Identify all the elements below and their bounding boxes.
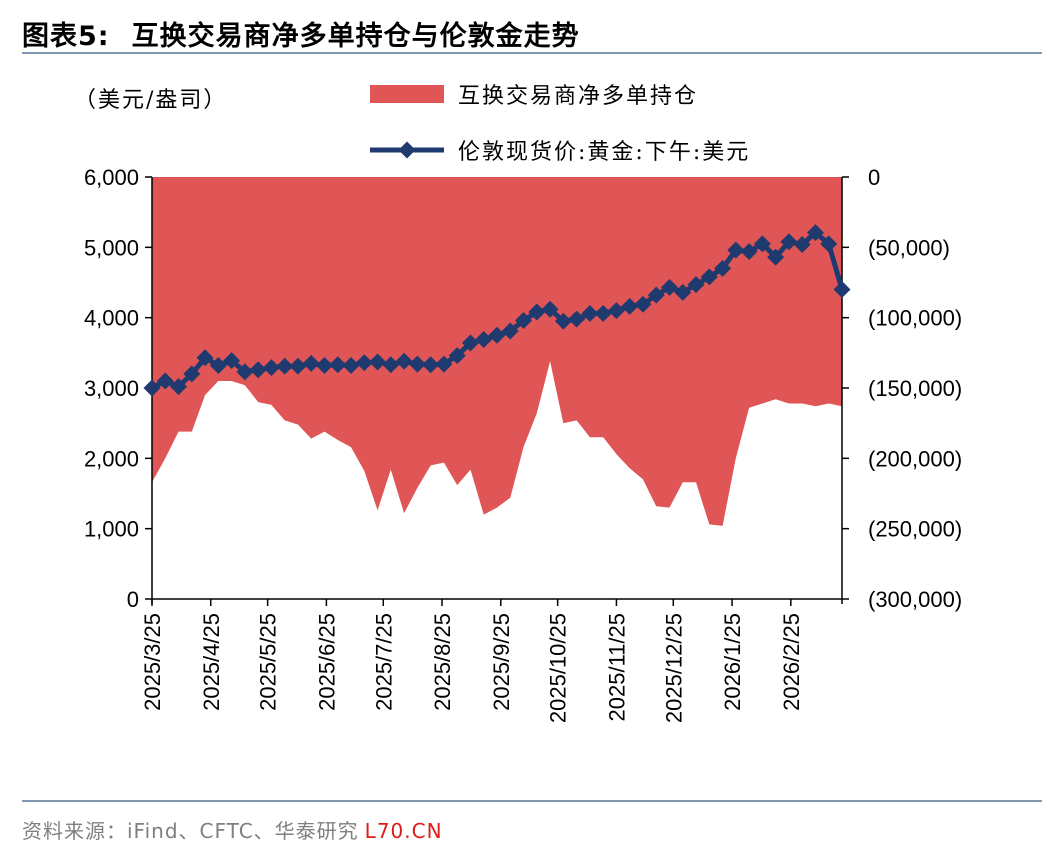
line-point-marker	[833, 281, 851, 299]
line-point-marker	[727, 241, 745, 259]
line-point-marker	[395, 352, 413, 370]
y-right-tick-label: (150,000)	[868, 376, 962, 401]
source-note: 资料来源：iFind、CFTC、华泰研究 L70.CN	[22, 815, 443, 844]
line-point-marker	[461, 334, 479, 352]
y-left-tick-label: 6,000	[84, 165, 139, 190]
legend-line-label: 伦敦现货价:黄金:下午:美元	[458, 140, 751, 165]
line-point-marker	[329, 356, 347, 374]
y-left-tick-label: 4,000	[84, 306, 139, 331]
line-point-marker	[793, 236, 811, 254]
legend-item-line: 伦敦现货价:黄金:下午:美元	[370, 134, 750, 166]
x-tick-label: 2025/5/25	[256, 613, 281, 711]
y-left-tick-label: 2,000	[84, 446, 139, 471]
y-left-tick-label: 0	[127, 587, 139, 612]
x-tick-label: 2025/11/25	[604, 613, 629, 721]
x-tick-label: 2025/10/25	[546, 613, 571, 723]
footer-divider	[22, 800, 1042, 802]
line-point-marker	[568, 310, 586, 328]
line-point-marker	[422, 356, 440, 374]
left-axis-unit: （美元/盎司）	[74, 88, 228, 113]
legend-line-swatch	[370, 140, 444, 160]
legend-area-label: 互换交易商净多单持仓	[458, 84, 699, 109]
line-point-marker	[714, 259, 732, 277]
x-tick-label: 2025/7/25	[371, 613, 396, 711]
line-point-marker	[355, 354, 373, 372]
line-point-marker	[767, 248, 785, 266]
line-point-marker	[687, 276, 705, 294]
line-point-marker	[249, 361, 267, 379]
line-point-marker	[674, 283, 692, 301]
line-point-marker	[369, 353, 387, 371]
x-tick-label: 2025/8/25	[430, 613, 455, 711]
x-tick-label: 2025/12/25	[661, 613, 686, 723]
line-point-marker	[634, 295, 652, 313]
line-point-marker	[276, 357, 294, 375]
line-point-marker	[501, 322, 519, 340]
line-point-marker	[607, 302, 625, 320]
chart-title: 图表5: 互换交易商净多单持仓与伦敦金走势	[22, 14, 580, 53]
y-right-tick-label: (300,000)	[868, 587, 962, 612]
line-point-marker	[408, 355, 426, 373]
line-point-marker	[236, 363, 254, 381]
line-point-marker	[528, 303, 546, 321]
y-left-tick-label: 1,000	[84, 517, 139, 542]
line-point-marker	[342, 357, 360, 374]
y-left-tick-label: 3,000	[84, 376, 139, 401]
line-point-marker	[541, 300, 559, 318]
x-tick-label: 2025/6/25	[314, 613, 339, 711]
y-right-tick-label: (100,000)	[868, 306, 962, 331]
x-tick-label: 2025/3/25	[140, 613, 165, 711]
line-point-marker	[170, 378, 188, 396]
y-right-tick-label: (200,000)	[868, 446, 962, 471]
line-point-marker	[302, 354, 320, 372]
area-series-net-long	[152, 177, 842, 526]
line-point-marker	[700, 268, 718, 286]
line-point-marker	[621, 297, 639, 315]
x-tick-label: 2025/9/25	[489, 613, 514, 711]
y-right-tick-label: (250,000)	[868, 517, 962, 542]
line-point-marker	[183, 365, 201, 383]
line-point-marker	[262, 359, 280, 377]
legend-area-swatch	[370, 85, 444, 103]
title-divider	[22, 52, 1042, 54]
y-left-tick-label: 5,000	[84, 235, 139, 260]
watermark-text: L70.CN	[364, 819, 443, 843]
line-point-marker	[289, 357, 307, 375]
line-point-marker	[806, 224, 824, 242]
y-right-tick-label: 0	[868, 165, 880, 190]
line-point-marker	[594, 304, 612, 322]
line-point-marker	[820, 235, 838, 253]
line-point-marker	[143, 379, 161, 397]
source-text: 资料来源：iFind、CFTC、华泰研究	[22, 819, 359, 843]
y-right-tick-label: (50,000)	[868, 235, 950, 260]
x-tick-label: 2025/4/25	[199, 613, 224, 711]
line-point-marker	[661, 278, 678, 296]
line-point-marker	[448, 347, 466, 365]
line-point-marker	[316, 357, 333, 374]
line-point-marker	[581, 304, 599, 322]
line-point-marker	[515, 311, 533, 329]
line-point-marker	[223, 352, 241, 370]
line-point-marker	[382, 356, 400, 374]
x-tick-label: 2026/1/25	[720, 613, 745, 711]
line-point-marker	[647, 286, 665, 304]
line-point-marker	[209, 357, 227, 374]
line-point-marker	[554, 312, 572, 330]
line-point-marker	[156, 372, 174, 390]
legend-item-area: 互换交易商净多单持仓	[370, 78, 698, 110]
line-point-marker	[780, 233, 798, 251]
figure-label: 图表5:	[22, 21, 110, 52]
line-point-marker	[488, 326, 506, 344]
line-point-marker	[196, 349, 214, 367]
line-point-marker	[475, 330, 493, 348]
line-point-marker	[753, 235, 771, 253]
x-tick-label: 2026/2/25	[779, 613, 804, 711]
line-point-marker	[740, 243, 758, 261]
line-point-marker	[435, 355, 453, 373]
figure-title: 互换交易商净多单持仓与伦敦金走势	[131, 21, 580, 52]
